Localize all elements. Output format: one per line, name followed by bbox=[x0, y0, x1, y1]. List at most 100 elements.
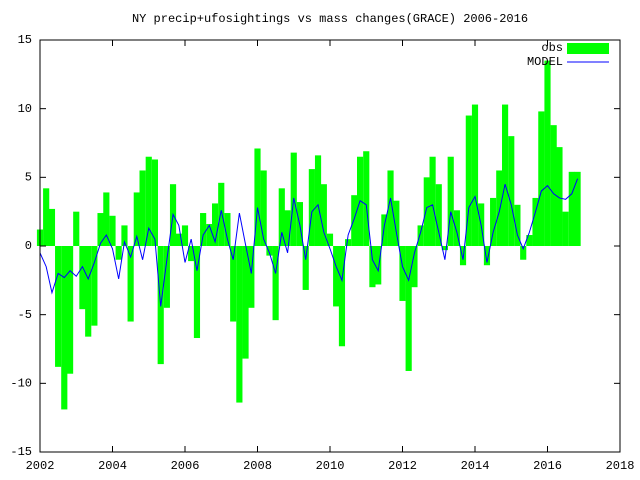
x-tick-label: 2010 bbox=[316, 459, 345, 473]
bar bbox=[206, 224, 213, 246]
y-tick-label: 5 bbox=[25, 171, 32, 185]
bar bbox=[127, 246, 134, 322]
bar bbox=[97, 213, 104, 246]
bar bbox=[502, 104, 509, 247]
bar bbox=[67, 246, 74, 374]
bar bbox=[441, 246, 448, 251]
bar bbox=[333, 246, 340, 307]
bar bbox=[188, 246, 195, 262]
bar bbox=[405, 246, 412, 371]
bar bbox=[175, 233, 182, 246]
bar bbox=[230, 246, 237, 322]
bar bbox=[369, 246, 376, 288]
bar bbox=[411, 246, 418, 288]
bar bbox=[471, 104, 479, 247]
bar bbox=[429, 156, 436, 246]
bar bbox=[242, 246, 249, 359]
bar bbox=[568, 171, 575, 246]
bar bbox=[532, 197, 539, 246]
bar bbox=[550, 125, 557, 246]
bar bbox=[224, 213, 231, 246]
line bbox=[39, 178, 579, 307]
chart-title: NY precip+ufosightings vs mass changes(G… bbox=[132, 12, 528, 26]
y-tick-label: -15 bbox=[10, 445, 32, 459]
bar bbox=[562, 211, 569, 246]
x-tick-label: 2002 bbox=[26, 459, 55, 473]
bar bbox=[556, 147, 563, 246]
bar bbox=[284, 210, 291, 246]
bar bbox=[79, 246, 86, 310]
bar bbox=[320, 184, 327, 246]
bar bbox=[508, 136, 515, 246]
bar bbox=[91, 246, 98, 326]
bar bbox=[465, 115, 472, 247]
bar bbox=[393, 200, 400, 246]
bar bbox=[212, 203, 219, 246]
bar bbox=[73, 211, 80, 246]
bar bbox=[109, 215, 116, 246]
bar bbox=[254, 148, 261, 246]
bar bbox=[218, 182, 225, 246]
bar bbox=[115, 246, 122, 260]
legend-label: MODEL bbox=[527, 55, 563, 69]
bar bbox=[338, 246, 346, 347]
x-tick-label: 2014 bbox=[461, 459, 490, 473]
bar bbox=[48, 208, 56, 246]
bar bbox=[43, 188, 50, 246]
bar bbox=[181, 225, 189, 246]
y-tick-label: 15 bbox=[18, 33, 32, 47]
bar bbox=[574, 171, 581, 246]
bar bbox=[308, 169, 315, 246]
bar bbox=[302, 246, 309, 290]
bar bbox=[490, 197, 497, 246]
bar bbox=[496, 170, 503, 246]
bar bbox=[272, 246, 279, 321]
bar bbox=[139, 170, 146, 246]
bar bbox=[375, 246, 382, 285]
y-tick-label: -5 bbox=[18, 308, 32, 322]
legend-swatch bbox=[567, 43, 609, 54]
bar bbox=[61, 246, 68, 410]
x-tick-label: 2004 bbox=[98, 459, 127, 473]
bar bbox=[544, 60, 551, 246]
bar bbox=[351, 195, 358, 246]
bar bbox=[345, 239, 352, 246]
bar bbox=[483, 246, 491, 266]
bar bbox=[538, 111, 545, 246]
bar bbox=[260, 170, 267, 246]
bar bbox=[387, 170, 394, 246]
bar bbox=[55, 246, 62, 367]
x-tick-label: 2012 bbox=[388, 459, 417, 473]
y-tick-label: 10 bbox=[18, 102, 32, 116]
bar bbox=[363, 151, 370, 246]
y-tick-label: 0 bbox=[25, 239, 32, 253]
bar bbox=[326, 233, 334, 246]
bar bbox=[133, 192, 140, 246]
bar bbox=[381, 214, 388, 246]
bar bbox=[417, 225, 424, 246]
bar bbox=[453, 210, 460, 246]
bar bbox=[399, 246, 406, 301]
x-tick-label: 2018 bbox=[606, 459, 635, 473]
bar bbox=[248, 246, 255, 308]
bar bbox=[200, 213, 207, 246]
bar bbox=[278, 188, 285, 246]
bar bbox=[163, 246, 170, 308]
bar bbox=[145, 156, 152, 246]
bar bbox=[103, 192, 110, 246]
bar bbox=[423, 177, 430, 246]
bar bbox=[236, 246, 243, 403]
bar bbox=[447, 156, 454, 246]
x-tick-label: 2016 bbox=[533, 459, 562, 473]
bar bbox=[526, 235, 533, 246]
bar bbox=[514, 204, 521, 246]
bar bbox=[314, 155, 322, 246]
bar bbox=[193, 246, 201, 339]
bar bbox=[151, 159, 158, 246]
bar bbox=[520, 246, 527, 260]
bar bbox=[121, 225, 128, 246]
legend-label: obs bbox=[541, 41, 563, 55]
bar bbox=[85, 246, 92, 337]
x-tick-label: 2008 bbox=[243, 459, 272, 473]
